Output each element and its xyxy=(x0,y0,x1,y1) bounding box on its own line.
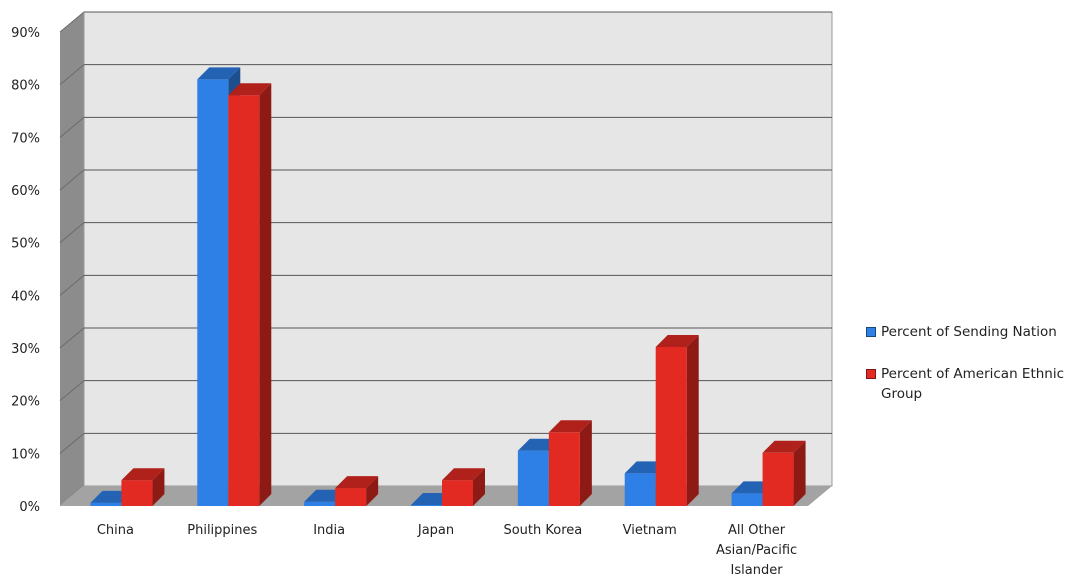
x-category-label-line: South Korea xyxy=(503,523,582,538)
bar-side xyxy=(152,468,165,506)
legend-label: Percent of American Ethnic Group xyxy=(881,366,1065,402)
bar-top xyxy=(228,83,272,96)
x-category-label-line: India xyxy=(313,523,345,538)
legend-swatch xyxy=(866,327,876,337)
x-category-label: Philippines xyxy=(187,523,257,538)
bar-side xyxy=(259,83,272,506)
x-category-label-line: Asian/Pacific xyxy=(716,543,797,558)
bar-top xyxy=(548,420,592,433)
x-category-label: Vietnam xyxy=(623,523,677,538)
x-category-label-line: Philippines xyxy=(187,523,257,538)
x-category-label-line: Japan xyxy=(417,523,454,538)
x-category-label-line: China xyxy=(97,523,134,538)
bar-american-ethnic-group xyxy=(655,334,699,506)
bar-top xyxy=(442,468,485,481)
bar-american-ethnic-group xyxy=(762,440,806,506)
gridline-side xyxy=(59,222,85,244)
bar-side xyxy=(473,468,485,506)
y-tick-label: 0% xyxy=(19,500,40,515)
bar-side xyxy=(686,334,699,506)
bar-front xyxy=(548,432,580,506)
bar-side xyxy=(579,420,592,506)
bar-front xyxy=(90,502,122,506)
x-category-label: South Korea xyxy=(503,523,582,538)
bar-front xyxy=(762,452,794,506)
x-category-label: All Other Asian/Pacific Islander xyxy=(716,523,797,578)
gridline-side xyxy=(59,11,85,33)
y-tick-label: 50% xyxy=(11,237,40,252)
bar-front xyxy=(624,473,656,506)
bar-front xyxy=(731,493,763,506)
x-category-label: Japan xyxy=(417,523,454,538)
bar-front xyxy=(197,79,229,507)
bar-side xyxy=(366,476,379,506)
bar-front xyxy=(304,501,336,506)
x-category-label: China xyxy=(97,523,134,538)
bar-front xyxy=(655,346,687,506)
gridline-side xyxy=(59,432,85,454)
y-tick-label: 80% xyxy=(11,79,40,94)
bar-american-ethnic-group xyxy=(442,468,485,506)
bar-top xyxy=(762,440,806,453)
y-tick-label: 40% xyxy=(11,289,40,304)
bar-american-ethnic-group xyxy=(228,83,272,506)
legend: Percent of Sending Nation Percent of Amer… xyxy=(866,322,1078,404)
bar-top xyxy=(121,468,165,481)
back-wall xyxy=(83,11,833,487)
bar-front xyxy=(228,95,260,506)
bar-front xyxy=(517,450,549,506)
gridline-side xyxy=(59,327,85,349)
side-wall xyxy=(60,12,84,506)
gridline-side xyxy=(59,64,85,86)
legend-label: Percent of Sending Nation xyxy=(881,324,1057,340)
bar-front xyxy=(121,480,153,506)
bar-side xyxy=(793,440,806,506)
legend-item: Percent of American Ethnic Group xyxy=(866,364,1078,404)
bar-top xyxy=(197,67,241,80)
x-category-label-line: All Other xyxy=(728,523,786,538)
x-category-label-line: Vietnam xyxy=(623,523,677,538)
bar-front xyxy=(442,480,473,506)
y-tick-label: 30% xyxy=(11,342,40,357)
legend-swatch xyxy=(866,369,876,379)
y-tick-label: 10% xyxy=(11,447,40,462)
bar-american-ethnic-group xyxy=(335,476,379,506)
gridline-side xyxy=(59,274,85,296)
y-tick-label: 60% xyxy=(11,184,40,199)
y-tick-label: 90% xyxy=(11,26,40,41)
bar-top xyxy=(655,334,699,347)
bar-front xyxy=(335,488,367,506)
x-category-label-line: Islander xyxy=(731,563,784,578)
gridline-side xyxy=(59,169,85,191)
bar-top xyxy=(335,476,379,489)
y-tick-label: 20% xyxy=(11,395,40,410)
bar-front xyxy=(411,504,442,506)
gridline-side xyxy=(59,380,85,402)
legend-item: Percent of Sending Nation xyxy=(866,322,1078,342)
gridline-side xyxy=(59,116,85,138)
x-category-label: India xyxy=(313,523,345,538)
bar-american-ethnic-group xyxy=(548,420,592,506)
bar-american-ethnic-group xyxy=(121,468,165,506)
y-tick-label: 70% xyxy=(11,131,40,146)
